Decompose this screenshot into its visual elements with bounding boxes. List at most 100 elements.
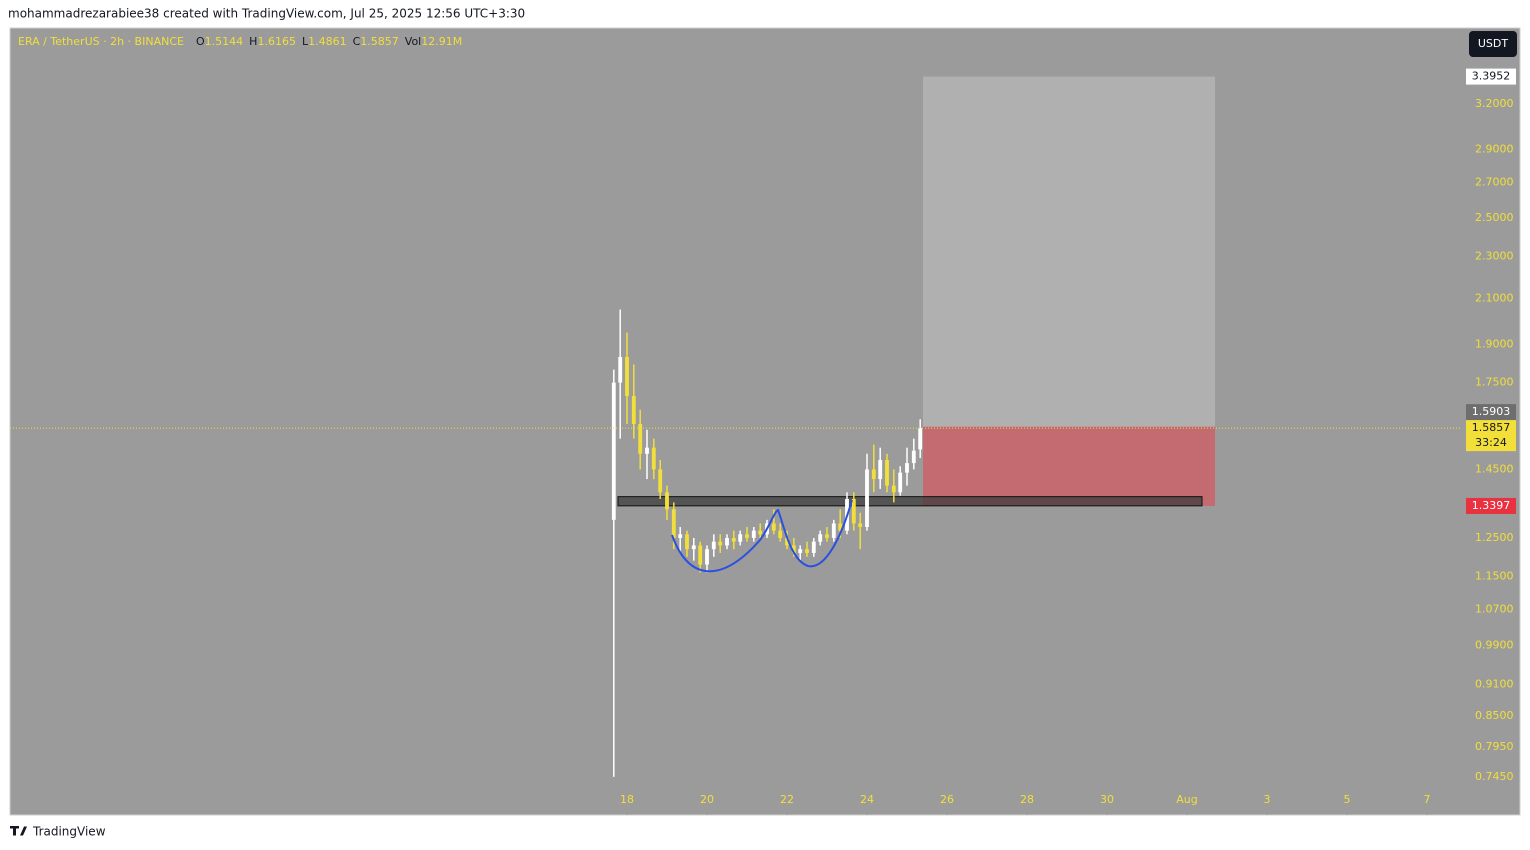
- candle-body: [651, 447, 656, 470]
- y-tick-label: 3.2000: [1475, 97, 1514, 110]
- last-price-label: 1.5857: [1472, 421, 1511, 434]
- legend-value: 1.5144: [205, 35, 244, 48]
- x-tick-label: 20: [700, 793, 714, 806]
- candle-body: [665, 492, 669, 510]
- legend-value: 12.91M: [421, 35, 462, 48]
- x-tick-label: 5: [1344, 793, 1351, 806]
- candle-body: [905, 463, 909, 473]
- y-tick-label: 2.3000: [1475, 249, 1514, 262]
- candle-body: [858, 523, 863, 528]
- candle-body: [725, 537, 729, 546]
- target-area: [923, 76, 1215, 427]
- candle-body: [658, 469, 663, 493]
- y-tick-label: 1.7500: [1475, 376, 1514, 389]
- candle-body: [738, 534, 743, 542]
- candle-body: [758, 530, 763, 535]
- footer-logo: TradingView: [10, 825, 106, 839]
- entry-price-label-bg: [1466, 404, 1516, 421]
- candle-body: [805, 549, 809, 553]
- support-zone: [617, 496, 1203, 507]
- candle-body: [911, 450, 916, 464]
- candle-body: [878, 459, 883, 480]
- candle-body: [685, 534, 689, 550]
- y-tick-label: 1.4500: [1475, 462, 1514, 475]
- candle-body: [898, 472, 903, 493]
- currency-label[interactable]: USDT: [1478, 37, 1509, 50]
- footer-text: TradingView: [32, 825, 106, 839]
- symbol-title: ERA / TetherUS · 2h · BINANCE: [18, 35, 184, 48]
- candle-body: [871, 469, 876, 480]
- candle-body: [718, 541, 723, 546]
- y-tick-label: 1.9000: [1475, 338, 1514, 351]
- candle-body: [778, 530, 783, 538]
- x-tick-label: 7: [1424, 793, 1431, 806]
- legend-value: 1.5857: [360, 35, 399, 48]
- ohlc-legend: O1.5144 H1.6165 L1.4861 C1.5857 Vol12.91M: [196, 35, 462, 48]
- y-tick-label: 0.9900: [1475, 639, 1514, 652]
- plot: 3.2000 2.9000 2.7000 2.5000 2.3000 2.1000 1.90…: [10, 68, 1516, 815]
- candle-body: [891, 485, 896, 493]
- y-tick-label: 2.9000: [1475, 142, 1514, 155]
- countdown: 33:24: [1475, 436, 1507, 449]
- x-tick-label: 18: [620, 793, 634, 806]
- candle-body: [865, 469, 869, 528]
- y-tick-label: 1.1500: [1475, 569, 1514, 582]
- target-price-label-bg: [1466, 68, 1516, 85]
- last-price-bg: [1466, 420, 1516, 452]
- candle-body: [645, 447, 649, 454]
- candle-body: [851, 499, 856, 524]
- currency-button[interactable]: [1469, 31, 1517, 57]
- candle-body: [798, 549, 803, 553]
- candle-body: [918, 428, 923, 450]
- y-tick-label: 0.9100: [1475, 678, 1514, 691]
- candle-body: [831, 523, 836, 538]
- logo-icon: [10, 826, 27, 836]
- target-price-label: 3.3952: [1472, 70, 1511, 83]
- y-tick-label: 2.7000: [1475, 175, 1514, 188]
- x-tick-label: 28: [1020, 793, 1034, 806]
- y-tick-label: 0.8500: [1475, 709, 1514, 722]
- y-tick-label: 2.1000: [1475, 291, 1514, 304]
- candle-body: [705, 549, 709, 565]
- candle-body: [791, 545, 796, 553]
- legend-value: 1.4861: [308, 35, 347, 48]
- stop-price-label-bg: [1466, 497, 1516, 514]
- candle-body: [671, 509, 676, 538]
- stop-area: [923, 426, 1215, 506]
- legend-value: 1.6165: [257, 35, 296, 48]
- legend-key: C: [353, 35, 361, 48]
- chart-bg: [9, 27, 1521, 816]
- candle-body: [691, 545, 696, 550]
- stop-price-label: 1.3397: [1472, 499, 1511, 512]
- candle-body: [745, 534, 749, 538]
- y-tick-label: 1.2500: [1475, 531, 1514, 544]
- candle-body: [811, 541, 816, 553]
- candle-body: [631, 395, 636, 424]
- candle-body: [611, 382, 616, 520]
- cup-handle-drawing: [671, 499, 853, 573]
- y-tick-label: 1.0700: [1475, 603, 1514, 616]
- candle-body: [838, 523, 843, 531]
- x-tick-label: 24: [860, 793, 874, 806]
- legend-key: H: [249, 35, 257, 48]
- candle-body: [698, 545, 703, 565]
- candle-body: [885, 459, 889, 486]
- caption: mohammadrezarabiee38 created with Tradin…: [8, 7, 525, 21]
- legend-key: L: [302, 35, 309, 48]
- x-tick-label: 3: [1264, 793, 1271, 806]
- candle-body: [638, 423, 643, 454]
- candle-body: [751, 530, 756, 538]
- candle-body: [678, 534, 683, 538]
- legend-key: O: [196, 35, 205, 48]
- candle-body: [771, 523, 776, 531]
- x-tick-label: 22: [780, 793, 794, 806]
- candle-body: [825, 534, 829, 538]
- candle-body: [711, 541, 716, 550]
- candle-body: [818, 534, 823, 542]
- x-tick-label: Aug: [1176, 793, 1197, 806]
- y-tick-label: 0.7450: [1475, 770, 1514, 783]
- entry-price-label: 1.5903: [1472, 405, 1511, 418]
- candle-body: [785, 537, 789, 546]
- x-tick-label: 30: [1100, 793, 1114, 806]
